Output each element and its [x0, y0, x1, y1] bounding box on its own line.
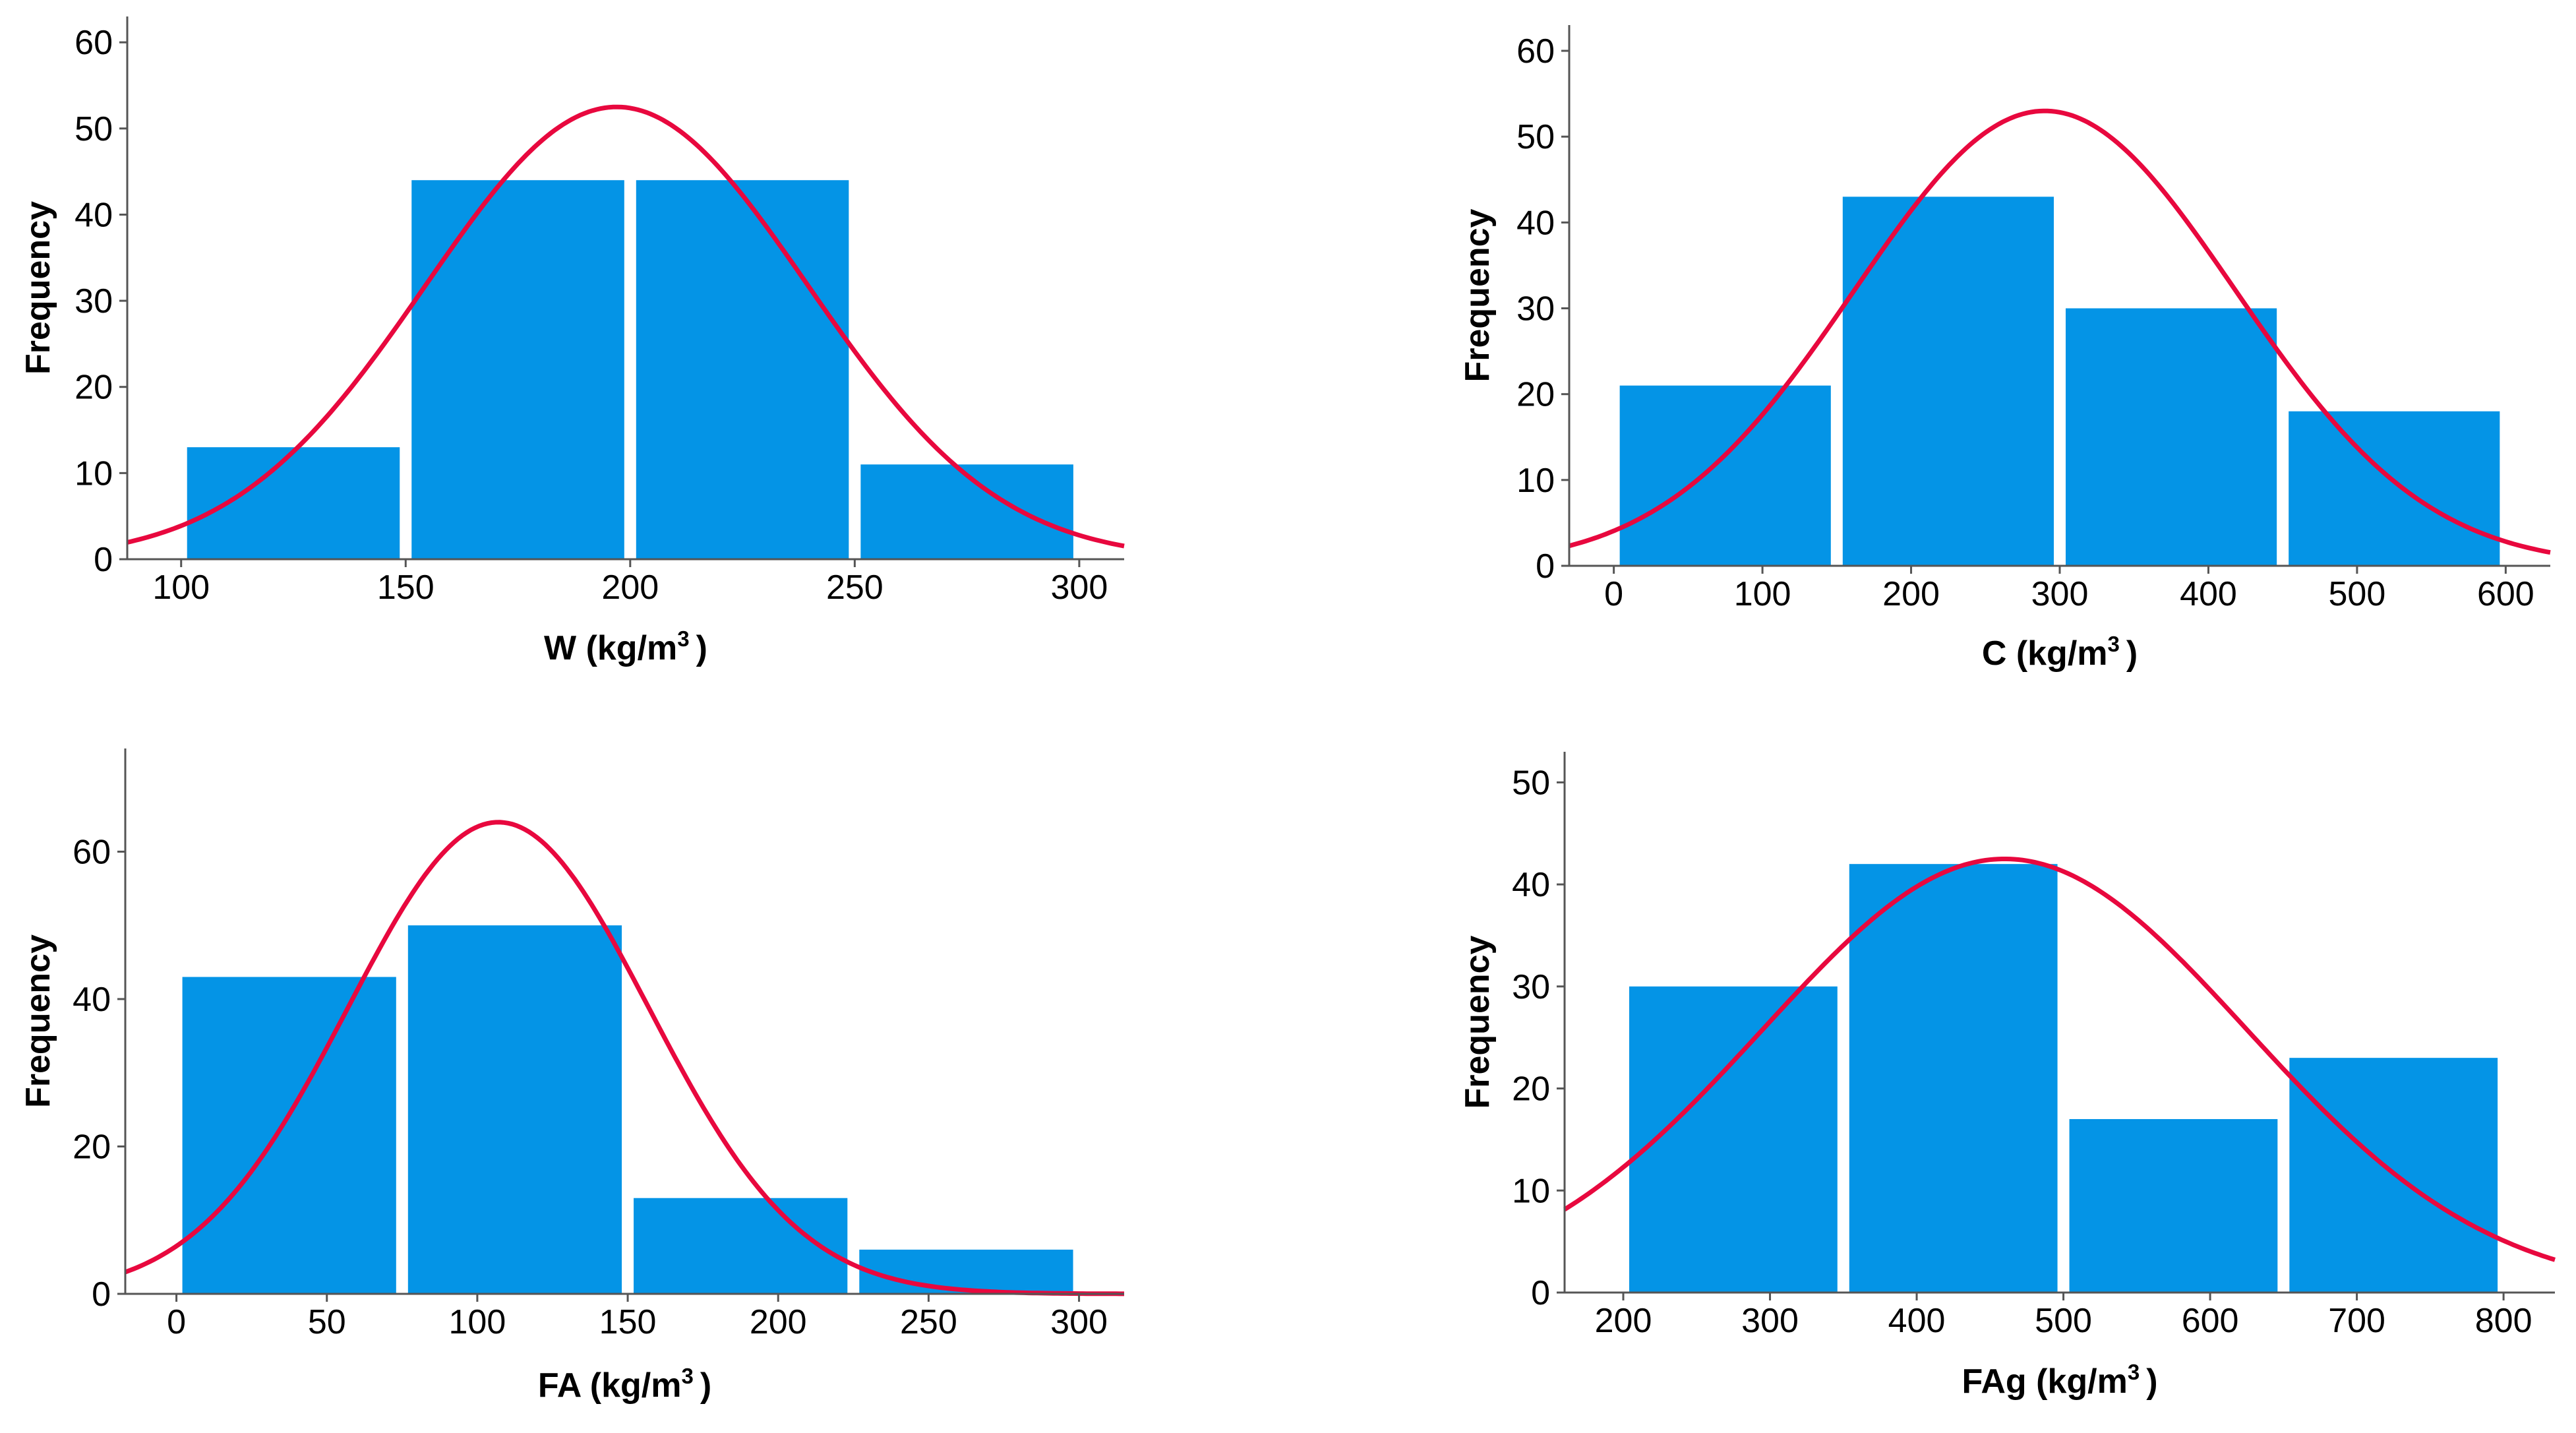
x-axis-title-superscript: 3 [677, 626, 689, 651]
x-axis-title-close: ) [696, 629, 707, 667]
histogram-panel-1: 0 10 20 30 40 50 60 100 150 200 250 300 Frequency W (… [19, 16, 1125, 667]
histogram-bar-2 [1842, 197, 2054, 566]
x-tick-label: 200 [750, 1303, 807, 1341]
x-tick-label: 500 [2329, 575, 2386, 613]
y-tick-label: 20 [73, 1128, 111, 1166]
histogram-bar-4 [2289, 411, 2500, 566]
x-tick-label: 250 [900, 1303, 957, 1341]
x-tick-label: 200 [1882, 575, 1940, 613]
histogram-bar-4 [860, 464, 1073, 559]
y-axis-title: Frequency [1458, 935, 1497, 1109]
histogram-bar-3 [636, 180, 849, 559]
x-tick-label: 100 [1734, 575, 1791, 613]
histogram-panel-4: 0 10 20 30 40 50 200 300 400 500 600 700 800 Frequenc… [1458, 752, 2556, 1401]
x-tick-label: 100 [152, 568, 210, 607]
x-tick-label: 100 [449, 1303, 506, 1341]
x-axis-title-superscript: 3 [2108, 632, 2120, 656]
x-axis-title-text: W (kg/m [544, 629, 677, 667]
histogram-bar-1 [1619, 385, 1831, 566]
x-tick-label: 500 [2035, 1302, 2092, 1340]
y-tick-label: 40 [73, 981, 111, 1019]
y-tick-label: 30 [1512, 968, 1550, 1006]
x-tick-label: 150 [377, 568, 434, 607]
y-tick-label: 20 [1516, 376, 1555, 414]
y-tick-label: 0 [1531, 1274, 1550, 1312]
normal-curve [124, 820, 1124, 1296]
y-tick-label: 40 [75, 196, 113, 234]
x-tick-label: 300 [2031, 575, 2089, 613]
histogram-bar-3 [634, 1198, 848, 1294]
histogram-bar-2 [1849, 864, 2058, 1293]
y-axis-title: Frequency [1458, 208, 1497, 382]
normal-curve [1563, 857, 2556, 1262]
x-axis-title: W (kg/m3) [544, 626, 707, 667]
y-tick-label: 30 [75, 282, 113, 320]
x-axis-title-text: FAg (kg/m [1962, 1362, 2127, 1401]
y-tick-label: 50 [75, 110, 113, 148]
y-tick-label: 60 [75, 24, 113, 62]
y-tick-label: 20 [1512, 1070, 1550, 1109]
histogram-bar-3 [2066, 308, 2277, 566]
x-tick-label: 150 [599, 1303, 657, 1341]
x-tick-label: 300 [1050, 1303, 1108, 1341]
x-axis-title-close: ) [2146, 1362, 2157, 1401]
y-tick-label: 10 [75, 454, 113, 493]
x-tick-label: 700 [2328, 1302, 2385, 1340]
histogram-bar-1 [187, 447, 400, 559]
x-tick-label: 400 [2180, 575, 2237, 613]
x-tick-label: 300 [1051, 568, 1108, 607]
y-tick-label: 40 [1512, 866, 1550, 904]
x-axis-title-close: ) [2126, 634, 2138, 673]
x-axis-title: FA (kg/m3) [538, 1364, 711, 1405]
x-axis-title-text: C (kg/m [1982, 634, 2108, 673]
y-tick-label: 0 [92, 1275, 111, 1314]
x-tick-label: 200 [1595, 1302, 1652, 1340]
histogram-bar-4 [859, 1249, 1073, 1294]
histogram-bar-3 [2069, 1118, 2278, 1293]
x-tick-label: 600 [2477, 575, 2534, 613]
y-tick-label: 0 [1536, 547, 1555, 586]
x-axis-title-superscript: 3 [2128, 1360, 2140, 1384]
x-tick-label: 200 [601, 568, 659, 607]
y-tick-label: 50 [1512, 764, 1550, 802]
y-tick-label: 0 [94, 541, 113, 579]
x-axis-title: C (kg/m3) [1982, 632, 2138, 673]
histogram-bar-1 [182, 977, 396, 1294]
y-tick-label: 20 [75, 369, 113, 407]
y-tick-label: 60 [1516, 32, 1555, 71]
x-tick-label: 0 [1604, 575, 1623, 613]
y-tick-label: 10 [1516, 462, 1555, 500]
histogram-bar-1 [1629, 986, 1838, 1293]
x-axis-title-superscript: 3 [681, 1364, 693, 1388]
histogram-bar-2 [407, 925, 622, 1294]
y-tick-label: 60 [73, 833, 111, 871]
x-axis-title-text: FA (kg/m [538, 1366, 682, 1405]
normal-curve [1569, 108, 2551, 555]
y-tick-label: 30 [1516, 290, 1555, 328]
normal-curve [127, 104, 1125, 549]
x-tick-label: 800 [2475, 1302, 2532, 1340]
histogram-panel-3: 0 20 40 60 0 50 100 150 200 250 300 Frequency FA (kg… [19, 748, 1124, 1405]
x-tick-label: 400 [1888, 1302, 1946, 1340]
x-tick-label: 0 [167, 1303, 186, 1341]
x-axis-title: FAg (kg/m3) [1962, 1360, 2157, 1401]
x-tick-label: 600 [2182, 1302, 2239, 1340]
histogram-bar-2 [411, 180, 624, 559]
y-axis-title: Frequency [19, 201, 57, 375]
x-tick-label: 250 [826, 568, 884, 607]
x-tick-label: 50 [308, 1303, 346, 1341]
y-tick-label: 50 [1516, 118, 1555, 156]
y-tick-label: 10 [1512, 1172, 1550, 1210]
y-axis-title: Frequency [19, 934, 57, 1108]
x-axis-title-close: ) [700, 1366, 711, 1405]
y-tick-label: 40 [1516, 204, 1555, 242]
x-tick-label: 300 [1741, 1302, 1799, 1340]
